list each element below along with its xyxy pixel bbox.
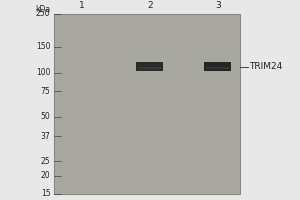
Text: TRIM24: TRIM24 (249, 62, 282, 71)
Text: 2: 2 (147, 1, 153, 10)
Text: 50: 50 (40, 112, 50, 121)
Bar (206, 67, 230, 69)
Bar (54, 14, 240, 194)
Text: 75: 75 (40, 87, 50, 96)
Text: 25: 25 (41, 157, 50, 166)
Bar (204, 62, 231, 71)
Bar (138, 67, 162, 69)
Text: 250: 250 (36, 9, 50, 19)
Text: 3: 3 (215, 1, 220, 10)
Text: 20: 20 (41, 171, 50, 180)
Text: 100: 100 (36, 68, 50, 77)
Text: 37: 37 (40, 132, 50, 141)
Bar (136, 62, 163, 71)
Text: 150: 150 (36, 42, 50, 51)
Text: kDa: kDa (35, 4, 50, 14)
Text: 15: 15 (41, 190, 50, 198)
Text: 1: 1 (79, 1, 85, 10)
